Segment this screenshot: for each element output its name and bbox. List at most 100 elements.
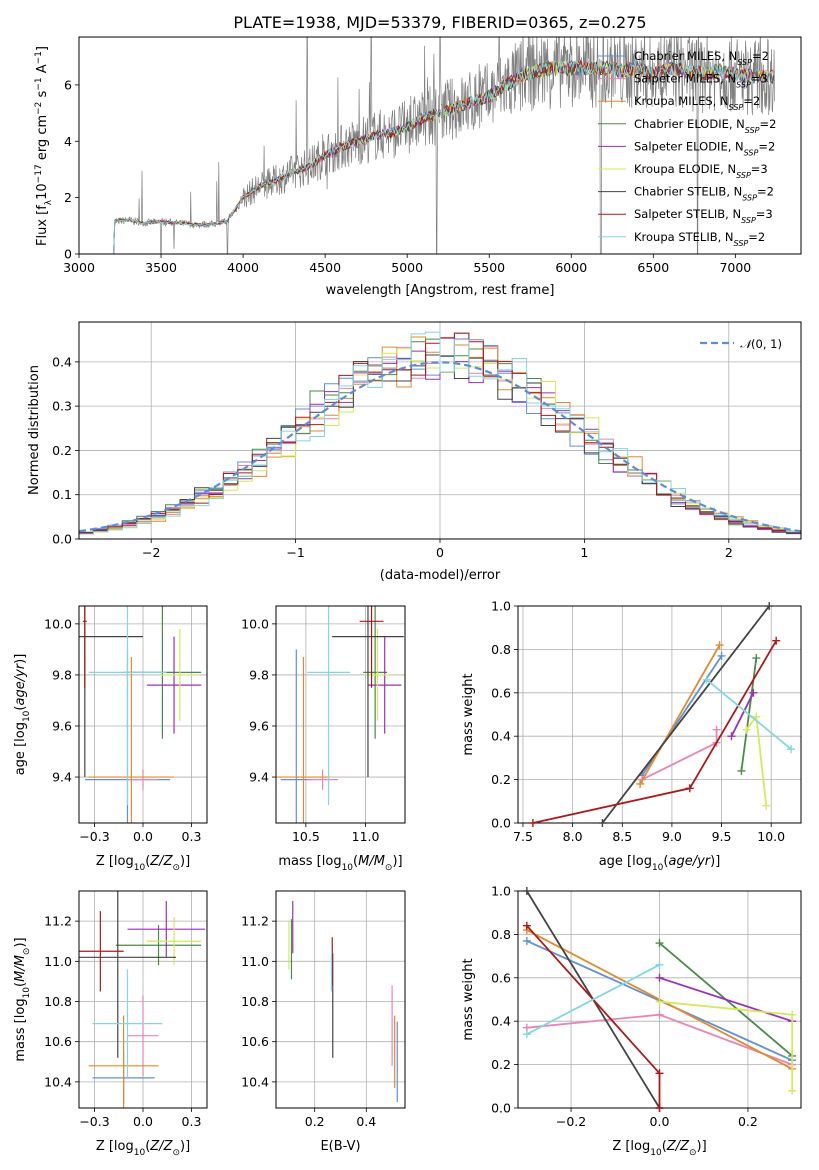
plot-area-mass-vs-Z [79, 891, 206, 1108]
point-marker [787, 745, 796, 754]
legend-label: Chabrier STELIB, NSSP=2 [634, 185, 774, 203]
ytick-label: 0.8 [491, 927, 511, 942]
point-marker [765, 602, 774, 610]
errorbar-salpeter-miles [127, 769, 159, 790]
y-axis-label: mass [log10(M/M⊙)] [13, 937, 32, 1061]
errorbar-salpeter-stelib [359, 606, 384, 688]
errorbar-kroupa-elodie [365, 628, 390, 721]
legend-label: Salpeter ELODIE, NSSP=2 [634, 139, 775, 157]
plot-area-spectrum [113, 37, 775, 254]
ytick-label: 1.0 [491, 599, 511, 614]
point-marker [752, 712, 761, 721]
errorbar-chabrier-elodie [363, 606, 388, 739]
model-spectrum-chabrier-miles [113, 59, 775, 254]
errorbar-kroupa-miles [88, 1015, 159, 1108]
errorbar-salpeter-miles [307, 769, 339, 790]
axes-age-vs-mass: 10.5 11.0 9.4 9.6 9.8 10.0 [241, 605, 406, 844]
series-line [730, 692, 755, 737]
legend-label: Chabrier ELODIE, NSSP=2 [634, 117, 776, 135]
xtick-label: 0 [436, 545, 444, 560]
legend-label: Salpeter STELIB, NSSP=3 [634, 207, 773, 225]
xtick-label: 7000 [719, 260, 751, 275]
point-marker [655, 939, 664, 948]
y-axis-label: age [log10(age/yr)] [13, 654, 32, 776]
ytick-label: 0.4 [491, 1014, 511, 1029]
xtick-label: −1 [286, 545, 304, 560]
series-line [532, 640, 777, 824]
plot-area-mass-vs-EBV [288, 901, 398, 1102]
histogram-kroupa-stelib [79, 331, 801, 535]
ytick-label: 0.6 [491, 970, 511, 985]
xtick-label: 0.0 [133, 829, 153, 844]
ytick-label: 11.2 [44, 914, 72, 929]
x-axis-label: (data-model)/error [380, 568, 501, 583]
series-chabrier-stelib [598, 602, 774, 827]
point-marker [655, 1069, 664, 1078]
legend-label: Kroupa MILES, NSSP=2 [634, 94, 760, 112]
series-line [706, 679, 792, 750]
point-marker [788, 1086, 797, 1095]
legend-label: Salpeter MILES, NSSP=3 [634, 72, 768, 90]
errorbar-kroupa-miles [88, 657, 175, 823]
point-marker [742, 725, 751, 734]
x-axis-label: Z [log10(Z/Z⊙)] [612, 1139, 706, 1158]
series-line [639, 644, 721, 785]
ytick-label: 9.4 [249, 770, 269, 785]
ytick-label: 1.0 [491, 884, 511, 899]
series-salpeter-stelib [522, 921, 664, 1112]
series-line [641, 655, 723, 776]
point-marker [522, 1030, 531, 1039]
ytick-label: 10.6 [44, 1034, 72, 1049]
xtick-label: 4500 [309, 260, 341, 275]
ytick-label: 0.0 [491, 1101, 511, 1116]
xtick-label: −2 [142, 545, 160, 560]
ytick-label: 9.6 [249, 718, 269, 733]
point-marker [715, 641, 724, 650]
point-marker [749, 688, 758, 697]
ytick-label: 11.0 [241, 954, 269, 969]
xtick-label: 9.0 [662, 829, 682, 844]
point-marker [752, 654, 761, 663]
axes-mass-weight-vs-age: 7.5 8.0 8.5 9.0 9.5 10.0 0.0 0.2 0.4 0.6 0.8 1.0 [491, 599, 802, 844]
y-axis-label: mass weight [461, 958, 476, 1040]
point-marker [655, 1104, 664, 1112]
point-marker [762, 801, 771, 810]
xtick-label: 0.2 [305, 1114, 325, 1129]
y-axis-label: Normed distribution [27, 365, 42, 495]
errorbar-chabrier-elodie [115, 925, 202, 966]
ytick-label: 9.8 [52, 667, 72, 682]
series-salpeter-stelib [528, 636, 781, 827]
errorbar-kroupa-elodie [160, 628, 200, 721]
series-kroupa-miles [636, 641, 724, 788]
xtick-label: 0.4 [356, 1114, 376, 1129]
legend-label: Chabrier MILES, NSSP=2 [634, 49, 769, 67]
xtick-label: 11.0 [352, 829, 380, 844]
ytick-label: 10.4 [241, 1074, 269, 1089]
ytick-label: 0.1 [52, 487, 72, 502]
errorbar-chabrier-stelib [332, 606, 404, 778]
point-marker [655, 997, 664, 1006]
errorbar-salpeter-stelib [79, 911, 124, 992]
ytick-label: 10.6 [241, 1034, 269, 1049]
xtick-label: 3500 [145, 260, 177, 275]
chart-title: PLATE=1938, MJD=53379, FIBERID=0365, z=0… [233, 13, 646, 32]
xtick-label: 8.5 [612, 829, 632, 844]
ytick-label: 0.2 [491, 772, 511, 787]
series-kroupa-elodie [742, 712, 771, 810]
ytick-label: 0.6 [491, 685, 511, 700]
xtick-label: −0.3 [79, 829, 109, 844]
ytick-label: 0.4 [491, 729, 511, 744]
series-kroupa-stelib [522, 960, 664, 1039]
legend-label: Kroupa ELODIE, NSSP=3 [634, 162, 768, 180]
ytick-label: 4 [64, 134, 72, 149]
y-axis-label: mass weight [461, 673, 476, 755]
point-marker [522, 936, 531, 945]
normal-curve [79, 361, 801, 533]
xtick-label: 4000 [227, 260, 259, 275]
model-spectrum-kroupa-stelib [113, 59, 775, 254]
plot-area-residuals [79, 331, 801, 535]
point-marker [772, 636, 781, 645]
ytick-label: 0.2 [52, 443, 72, 458]
series-salpeter-miles [638, 725, 721, 784]
